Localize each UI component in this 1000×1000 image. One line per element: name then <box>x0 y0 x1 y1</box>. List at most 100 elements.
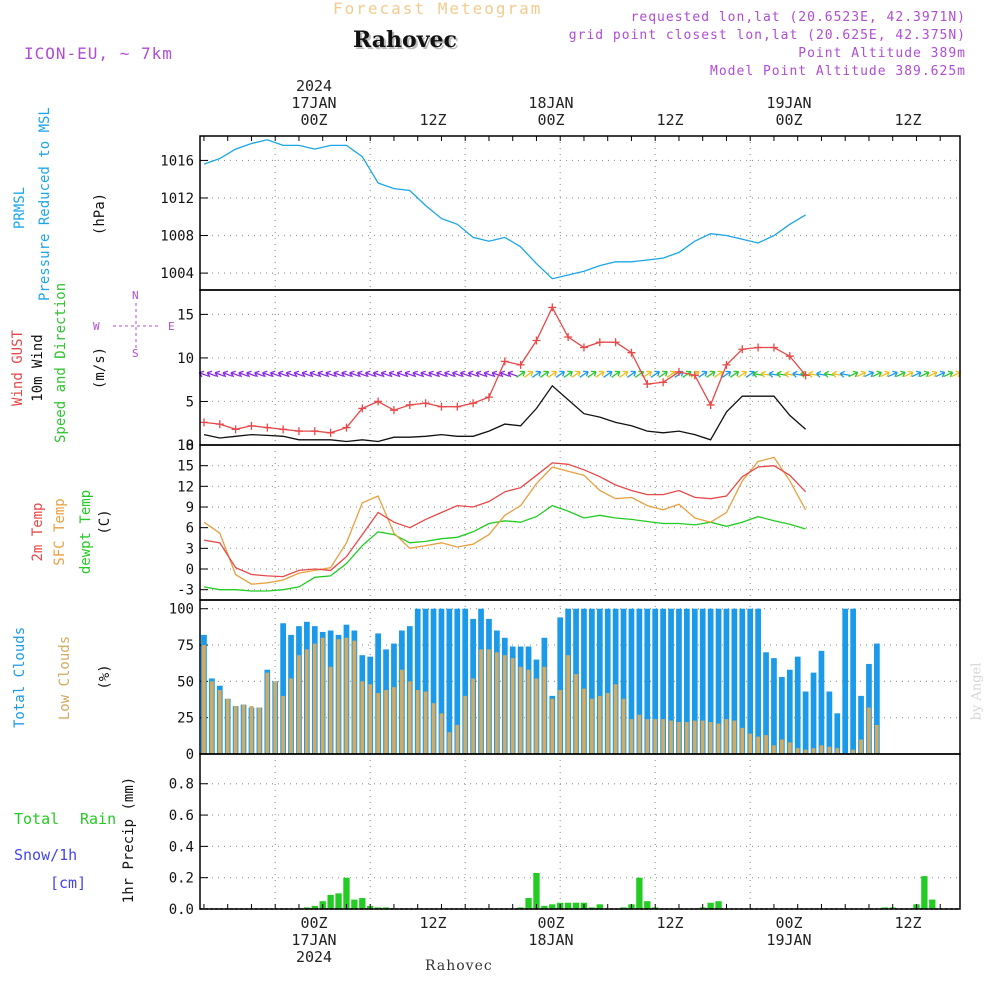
arrow-shaft <box>784 372 795 376</box>
total-cloud-bar <box>589 608 595 754</box>
low-cloud-bar <box>835 748 840 754</box>
arrow-head <box>915 370 922 378</box>
arrow-shaft <box>444 372 455 377</box>
low-cloud-bar <box>582 688 586 754</box>
low-cloud-bar <box>265 672 270 754</box>
wind-direction-arrow <box>816 370 827 378</box>
low-cloud-bar <box>716 723 721 754</box>
y-tick-label: 1012 <box>160 191 194 207</box>
low-cloud-bar <box>645 719 650 754</box>
low-cloud-bar <box>210 681 214 754</box>
top-time-hour: 12Z <box>894 111 922 129</box>
total-cloud-bar <box>763 652 769 754</box>
top-time-label: 19JAN 00Z <box>749 95 829 129</box>
rain-bar <box>564 902 572 909</box>
low-cloud-bar <box>352 640 357 754</box>
low-cloud-bar <box>510 658 515 754</box>
wind-direction-arrow <box>325 370 336 378</box>
low-cloud-bar <box>273 681 278 754</box>
wind-gust-marker <box>754 343 763 352</box>
arrow-shaft <box>761 372 772 376</box>
location-title: Rahovec <box>353 27 457 53</box>
low-cloud-bar <box>732 720 737 754</box>
arrow-shaft <box>872 371 882 378</box>
total-cloud-bar <box>874 643 880 754</box>
arrow-head <box>420 370 426 378</box>
rain-bar <box>881 907 888 909</box>
wind-direction-arrow <box>388 370 399 378</box>
wind-direction-arrow <box>776 370 787 378</box>
wind-direction-arrow <box>499 370 510 378</box>
wind-direction-arrow <box>919 370 930 378</box>
rain-bar <box>644 901 651 909</box>
wind-gust-marker <box>199 418 208 427</box>
arrow-head <box>900 370 906 378</box>
top-time-date: 17JAN <box>291 94 337 112</box>
arrow-head <box>262 370 268 378</box>
y-tick-label: 1008 <box>160 229 194 245</box>
wind-gust-marker <box>215 420 224 429</box>
arrow-head <box>947 370 954 378</box>
wind-gust-marker <box>548 303 557 312</box>
wind-gust-marker <box>643 380 652 389</box>
rain-total-label: Total <box>14 810 60 828</box>
low-cloud-bar <box>566 655 570 754</box>
low-cloud-bar <box>803 749 808 754</box>
panel-frame <box>199 753 961 910</box>
arrow-shaft <box>911 371 922 378</box>
arrow-shaft <box>714 371 724 378</box>
wind-direction-arrow <box>563 370 573 378</box>
total-cloud-bar <box>462 608 469 754</box>
wind-direction-arrow <box>650 370 660 378</box>
arrow-head <box>884 370 890 378</box>
wind-direction-arrow <box>768 370 779 378</box>
arrow-shaft <box>658 371 668 378</box>
wind-direction-arrow <box>357 370 368 378</box>
arrow-shaft <box>650 371 660 378</box>
arrow-head <box>206 370 213 378</box>
arrow-head <box>760 370 766 378</box>
arrow-shaft <box>524 371 534 378</box>
low-cloud-bar <box>305 649 309 754</box>
rain-bar <box>525 898 532 909</box>
total-cloud-bar <box>280 623 286 754</box>
arrow-shaft <box>943 371 953 378</box>
y-tick-label: 0.4 <box>169 839 194 855</box>
arrow-head <box>452 370 458 378</box>
total-cloud-bar <box>771 658 777 754</box>
arrow-head <box>349 370 355 378</box>
arrow-shaft <box>460 372 471 377</box>
wind-direction-arrow <box>364 370 376 378</box>
y-tick-label: 10 <box>177 351 194 367</box>
arrow-head <box>662 370 668 377</box>
total-cloud-bar <box>652 608 659 754</box>
top-time-date: 19JAN <box>766 94 812 112</box>
arrow-head <box>277 370 284 378</box>
arrow-head <box>483 370 490 378</box>
top-time-date: 18JAN <box>528 94 574 112</box>
arrow-head <box>507 370 513 378</box>
panel-frame <box>199 135 961 291</box>
arrow-shaft <box>396 372 407 377</box>
requested-coords: requested lon,lat (20.6523E, 42.3971N) <box>630 10 966 25</box>
wind-direction-arrow <box>831 370 843 378</box>
total-cloud-bar <box>802 691 809 754</box>
arrow-head <box>852 370 859 378</box>
wind-gust-marker <box>453 402 462 411</box>
low-cloud-bar <box>344 637 349 754</box>
wind-gust-marker <box>342 423 351 432</box>
arrow-shaft <box>721 371 731 378</box>
low-cloud-bar <box>400 669 404 754</box>
wind-direction-arrow <box>309 370 320 378</box>
arrow-head <box>499 370 506 378</box>
arrow-shaft <box>547 371 557 378</box>
arrow-shaft <box>848 371 858 378</box>
wind-gust-marker <box>469 399 478 408</box>
wind-gust-marker <box>595 338 604 347</box>
y-tick-label: 0.6 <box>169 808 194 824</box>
total-cloud-bar <box>414 608 421 754</box>
arrow-head <box>214 370 221 378</box>
y-tick-label: 6 <box>186 521 194 537</box>
total-cloud-bar <box>715 608 722 754</box>
arrow-shaft <box>816 372 827 376</box>
